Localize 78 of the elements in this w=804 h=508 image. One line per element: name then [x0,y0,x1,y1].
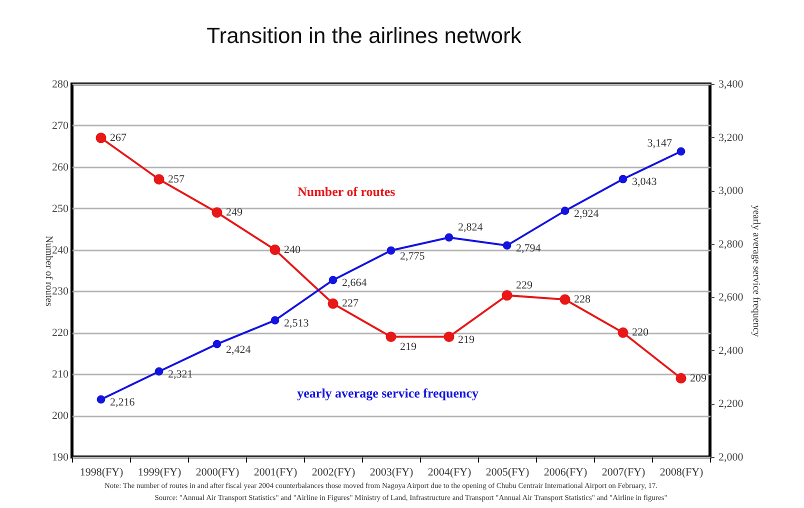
data-label: 228 [574,294,591,306]
data-label: 249 [226,206,243,218]
x-tick-label: 2001(FY) [254,466,298,478]
data-label: 2,794 [516,242,542,254]
y-tick-label: 270 [52,120,69,132]
point [328,298,338,309]
y2-tick-label: 2,400 [718,344,744,357]
data-label: 2,664 [342,277,368,290]
x-tick-label: 2008(FY) [660,466,704,478]
y-tick-label: 250 [52,202,69,215]
point [618,327,628,338]
y-tick-label: 230 [52,286,69,298]
y-tick-label: 220 [52,327,69,340]
point [676,147,686,156]
point [386,246,396,255]
point [212,207,222,218]
data-label: 2,824 [458,221,484,234]
point [444,332,454,342]
data-label: 257 [168,173,185,186]
y2-tick-label: 2,200 [718,398,744,410]
data-label: 267 [110,132,127,144]
y2-axis-title: yearly average service frequency [750,205,762,337]
y-tick-label: 210 [52,368,69,381]
point [212,340,222,348]
y-tick-label: 200 [52,410,69,422]
y2-tick-label: 3,200 [718,132,744,144]
y2-tick-label: 2,600 [718,292,744,304]
x-tick-label: 2000(FY) [196,466,240,478]
chart-title: Transition in the airlines network [206,23,522,48]
text: yearly average service frequency [297,386,479,401]
point [328,276,338,284]
data-label: 229 [516,279,533,292]
data-label: 2,216 [110,396,136,408]
point [270,316,280,324]
point [502,290,512,301]
point [154,367,164,376]
y-tick-label: 190 [52,452,69,464]
point [96,395,106,404]
text: Number of routes [297,184,396,200]
point [676,373,686,384]
data-label: 220 [632,326,649,339]
data-label: 227 [342,298,359,310]
x-tick-label: 2004(FY) [428,466,472,478]
point [386,332,396,342]
point [560,206,570,215]
y-axis-title: Number of routes [43,236,54,306]
point [502,241,512,250]
x-tick-label: 1998(FY) [80,466,124,478]
data-label: 3,147 [647,137,672,150]
y2-tick-label: 3,000 [718,185,744,198]
x-tick-label: 2005(FY) [486,466,530,478]
point [96,132,106,144]
data-label: 2,924 [574,208,600,220]
y-tick-label: 280 [52,78,69,90]
point [270,244,280,256]
data-label: 209 [690,372,707,384]
x-tick-label: 2006(FY) [544,466,588,478]
y2-tick-label: 2,000 [718,452,744,464]
data-label: 2,775 [400,250,426,263]
y-tick-label: 260 [52,161,69,174]
data-label: 219 [458,334,475,346]
data-label: 3,043 [632,176,658,188]
point [154,174,164,185]
y2-tick-label: 2,800 [718,238,744,250]
x-tick-label: 2003(FY) [370,466,414,478]
y-tick-label: 240 [52,244,69,256]
x-tick-label: 2007(FY) [602,466,646,478]
data-label: 2,513 [284,317,310,330]
data-label: 219 [400,340,417,353]
x-tick-label: 2002(FY) [312,466,356,478]
point [618,174,628,184]
data-label: 2,424 [226,344,252,356]
data-label: 240 [284,244,301,256]
point [560,294,570,305]
point [444,233,454,242]
y2-tick-label: 3,400 [718,78,744,90]
x-tick-label: 1999(FY) [138,466,182,478]
data-label: 2,321 [168,368,193,380]
